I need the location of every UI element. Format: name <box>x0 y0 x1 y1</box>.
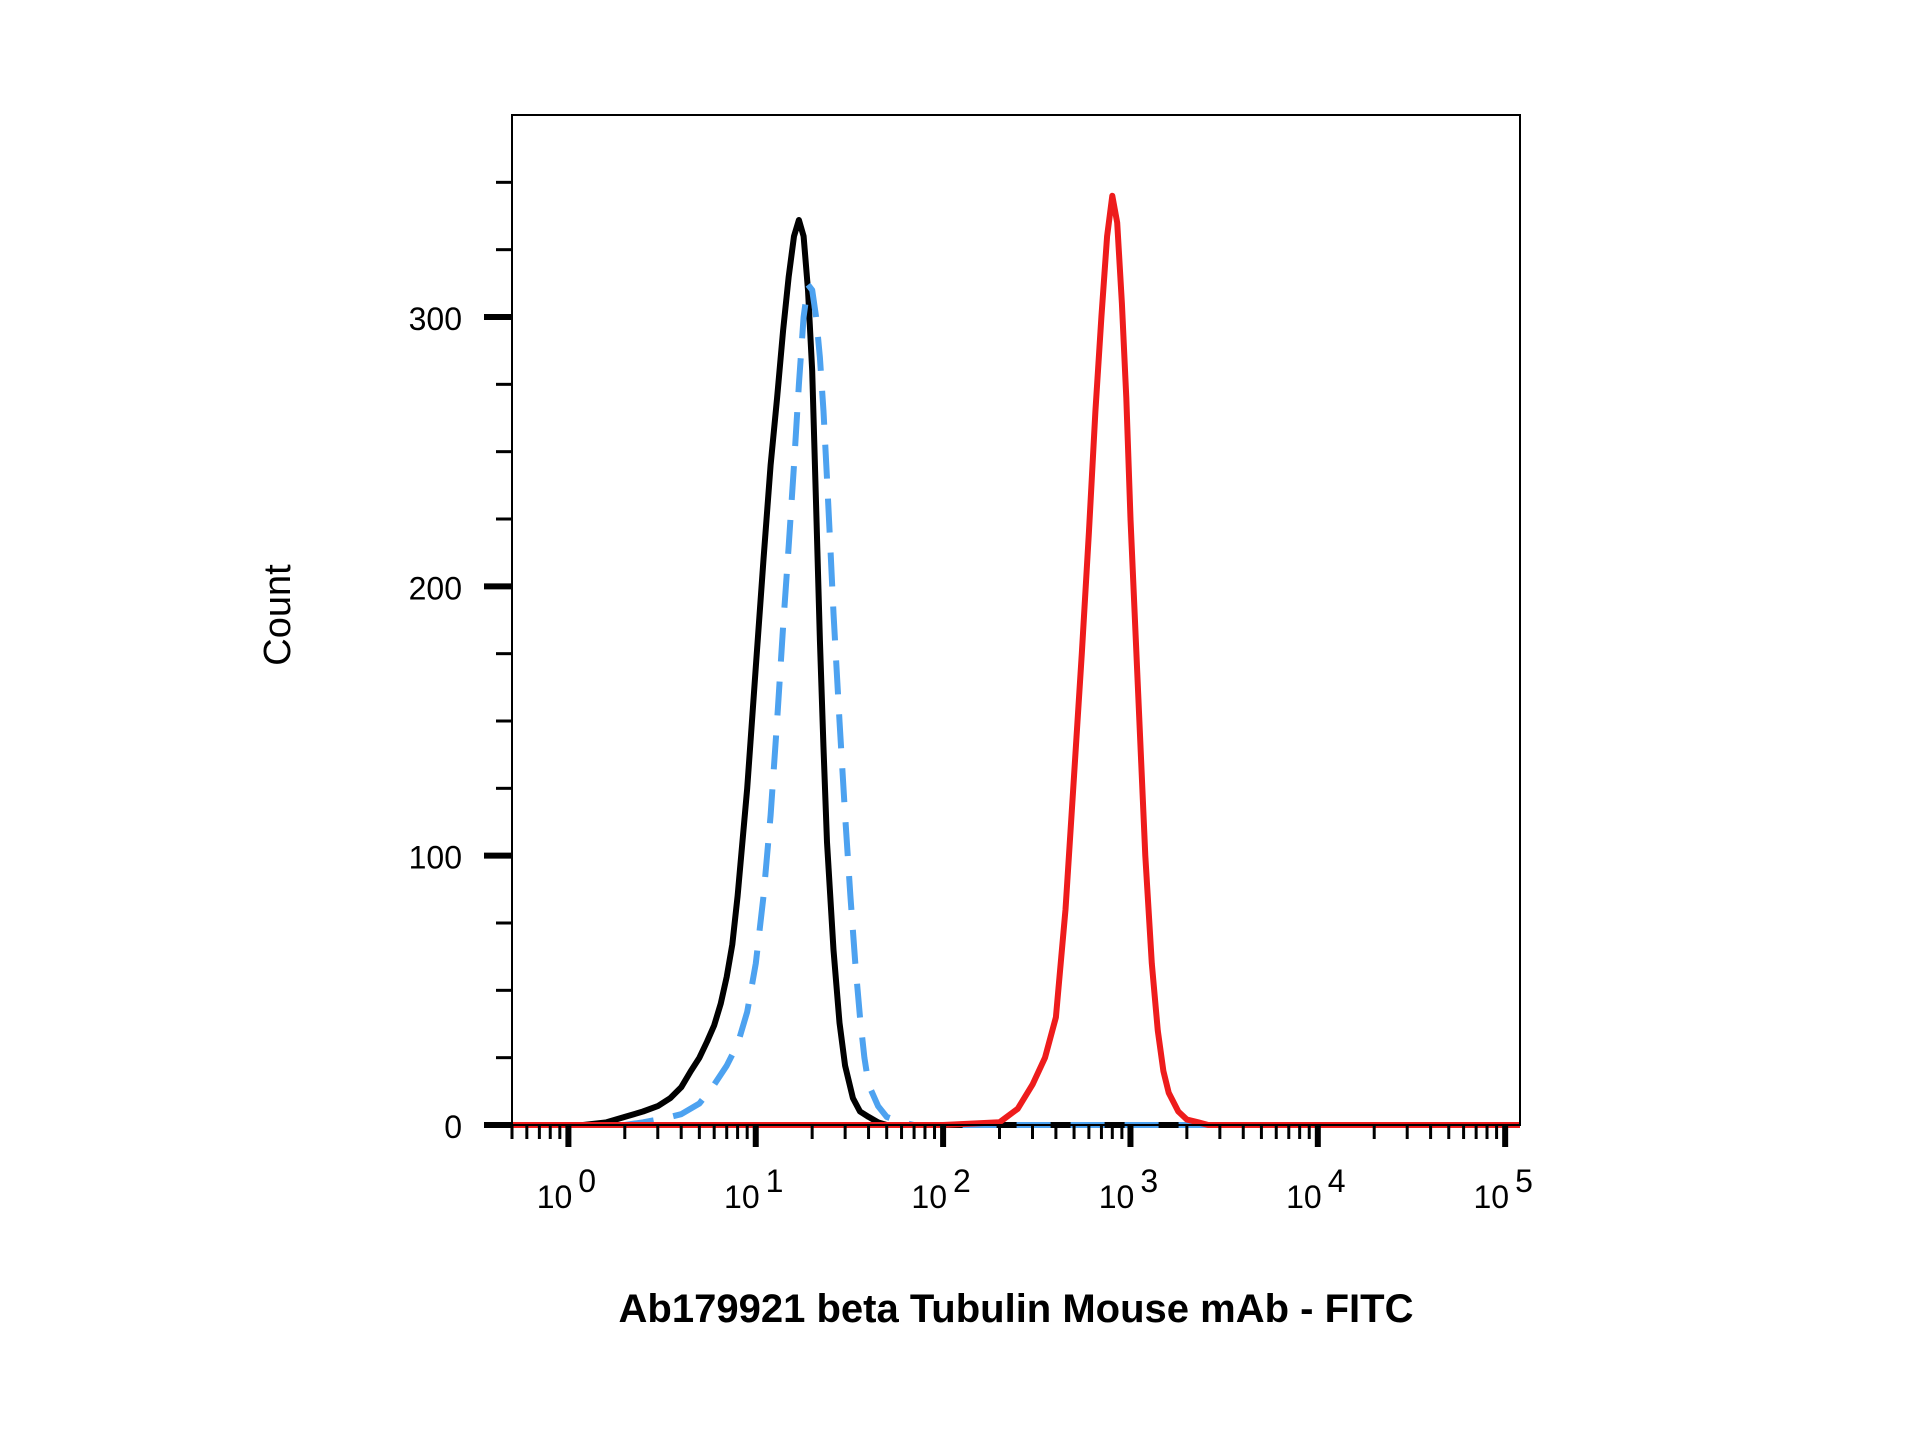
x-tick-exponent: 4 <box>1328 1163 1346 1199</box>
x-tick-label: 10 3 <box>1099 1163 1158 1215</box>
series-line-3 <box>512 192 1520 1128</box>
x-tick-base: 10 <box>911 1179 947 1215</box>
x-tick-base: 10 <box>1099 1179 1135 1215</box>
y-axis: 0 100 200 300 <box>409 180 512 1145</box>
x-axis: 10 0 10 1 10 2 10 3 10 4 10 5 <box>510 1125 1533 1215</box>
x-tick-base: 10 <box>537 1179 573 1215</box>
y-tick-label: 100 <box>409 840 462 876</box>
series-line-1 <box>512 217 1520 1128</box>
x-tick-label: 10 0 <box>537 1163 596 1215</box>
x-tick-label: 10 5 <box>1473 1163 1532 1215</box>
series-line-2 <box>512 281 1520 1128</box>
x-tick-label: 10 1 <box>724 1163 783 1215</box>
y-tick-label: 200 <box>409 570 462 606</box>
y-tick-label: 300 <box>409 301 462 337</box>
plot-area <box>512 192 1520 1128</box>
x-axis-label: Ab179921 beta Tubulin Mouse mAb - FITC <box>619 1287 1414 1331</box>
x-tick-exponent: 0 <box>578 1163 596 1199</box>
x-tick-exponent: 1 <box>766 1163 784 1199</box>
x-tick-label: 10 2 <box>911 1163 970 1215</box>
x-tick-base: 10 <box>1473 1179 1509 1215</box>
y-axis-label: Count <box>257 564 299 666</box>
y-tick-label: 0 <box>444 1109 462 1145</box>
x-tick-exponent: 3 <box>1140 1163 1158 1199</box>
plot-frame <box>511 114 1521 1126</box>
x-tick-label: 10 4 <box>1286 1163 1345 1215</box>
x-tick-base: 10 <box>1286 1179 1322 1215</box>
x-tick-exponent: 5 <box>1515 1163 1533 1199</box>
x-tick-base: 10 <box>724 1179 760 1215</box>
x-tick-exponent: 2 <box>953 1163 971 1199</box>
